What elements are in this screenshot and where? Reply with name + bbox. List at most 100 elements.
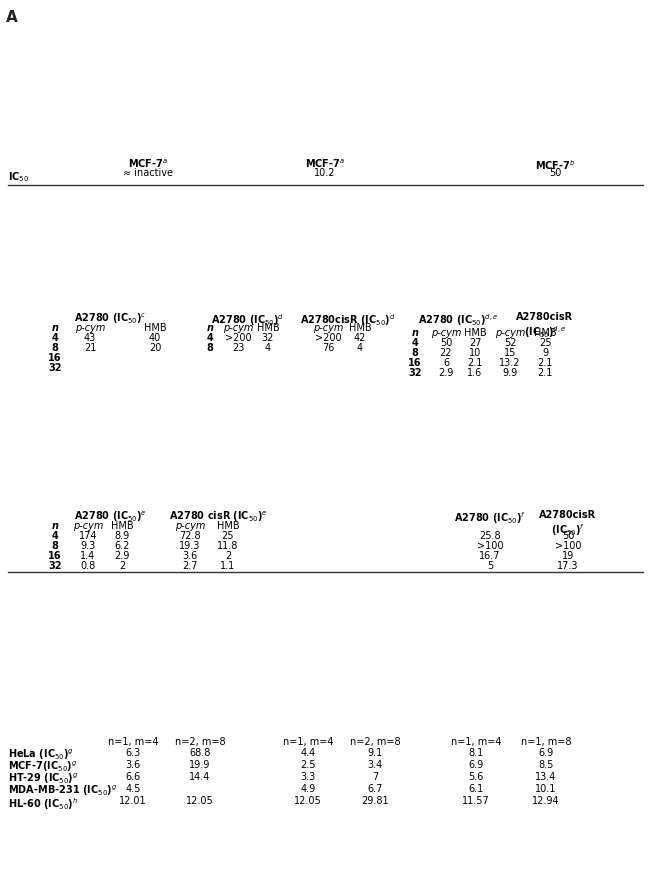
Text: HMB: HMB [144,323,166,333]
Text: p-cym: p-cym [495,328,525,338]
Text: 1.1: 1.1 [221,561,236,571]
Text: 6.7: 6.7 [367,784,383,794]
Text: IC$_{50}$: IC$_{50}$ [8,170,29,184]
Text: 50: 50 [562,531,574,541]
Text: 8: 8 [206,343,214,353]
Text: HMB: HMB [111,521,133,531]
Text: 7: 7 [372,772,378,782]
Text: 21: 21 [84,343,96,353]
Text: 3.4: 3.4 [367,760,383,770]
Text: n: n [51,323,59,333]
Text: MCF-7(IC$_{50}$)$^g$: MCF-7(IC$_{50}$)$^g$ [8,760,77,774]
Text: 9.3: 9.3 [80,541,96,551]
Text: n: n [51,521,59,531]
Text: 16: 16 [48,551,62,561]
Text: >100: >100 [477,541,503,551]
Text: 40: 40 [149,333,161,343]
Text: 2.5: 2.5 [300,760,316,770]
Text: 6.1: 6.1 [468,784,484,794]
Text: n=1, m=4: n=1, m=4 [283,737,333,747]
Text: 50: 50 [440,338,452,348]
Text: 2.1: 2.1 [537,358,553,368]
Text: 6.9: 6.9 [538,748,553,758]
Text: 4: 4 [51,531,59,541]
Text: n=2, m=8: n=2, m=8 [174,737,225,747]
Text: 8.1: 8.1 [468,748,484,758]
Text: A2780 (IC$_{50}$)$^d$: A2780 (IC$_{50}$)$^d$ [212,312,284,328]
Text: 32: 32 [408,368,422,378]
Text: n=1, m=8: n=1, m=8 [521,737,571,747]
Text: 68.8: 68.8 [189,748,211,758]
Text: 10: 10 [469,348,481,358]
Text: 2.1: 2.1 [467,358,482,368]
Text: >100: >100 [555,541,581,551]
Text: 4: 4 [265,343,271,353]
Text: 4.9: 4.9 [300,784,316,794]
Text: 5.6: 5.6 [468,772,484,782]
Text: 12.94: 12.94 [532,796,560,806]
Text: 11.8: 11.8 [217,541,239,551]
Text: 22: 22 [439,348,452,358]
Text: 8: 8 [51,343,59,353]
Text: HeLa (IC$_{50}$)$^g$: HeLa (IC$_{50}$)$^g$ [8,748,74,762]
Text: 9.1: 9.1 [367,748,383,758]
Text: n: n [411,328,419,338]
Text: 25.8: 25.8 [479,531,501,541]
Text: p-cym: p-cym [313,323,343,333]
Text: 17.3: 17.3 [557,561,579,571]
Text: 2.1: 2.1 [537,368,553,378]
Text: 1.6: 1.6 [467,368,482,378]
Text: 16: 16 [48,353,62,363]
Text: >200: >200 [314,333,341,343]
Text: 6.2: 6.2 [115,541,130,551]
Text: 13.4: 13.4 [535,772,557,782]
Text: 16.7: 16.7 [479,551,501,561]
Text: 6.3: 6.3 [126,748,141,758]
Text: 27: 27 [469,338,481,348]
Text: MDA-MB-231 (IC$_{50}$)$^g$: MDA-MB-231 (IC$_{50}$)$^g$ [8,784,117,799]
Text: 72.8: 72.8 [179,531,201,541]
Text: 13.2: 13.2 [499,358,521,368]
Text: 2.7: 2.7 [182,561,198,571]
Text: 16: 16 [408,358,422,368]
Text: 2: 2 [119,561,125,571]
Text: 14.4: 14.4 [189,772,211,782]
Text: 3.6: 3.6 [182,551,198,561]
Text: 12.01: 12.01 [119,796,147,806]
Text: 10.2: 10.2 [314,168,336,178]
Text: MCF-7$^{a}$: MCF-7$^{a}$ [305,158,345,170]
Text: 29.81: 29.81 [361,796,389,806]
Text: n: n [206,323,214,333]
Text: 20: 20 [149,343,161,353]
Text: 23: 23 [232,343,244,353]
Text: A2780cisR
(IC$_{50}$)$^f$: A2780cisR (IC$_{50}$)$^f$ [540,510,596,538]
Text: n=1, m=4: n=1, m=4 [108,737,158,747]
Text: 2.9: 2.9 [115,551,130,561]
Text: 15: 15 [504,348,516,358]
Text: 2: 2 [225,551,231,561]
Text: 19: 19 [562,551,574,561]
Text: ≈ inactive: ≈ inactive [123,168,173,178]
Text: 32: 32 [262,333,274,343]
Text: p-cym: p-cym [431,328,461,338]
Text: 9: 9 [542,348,548,358]
Text: 19.3: 19.3 [179,541,201,551]
Text: >200: >200 [225,333,251,343]
Text: 25: 25 [539,338,551,348]
Text: 52: 52 [504,338,516,348]
Text: 42: 42 [353,333,366,343]
Text: A2780cisR
(IC$_{50}$)$^{d,e}$: A2780cisR (IC$_{50}$)$^{d,e}$ [516,312,574,340]
Text: 4: 4 [411,338,419,348]
Text: 8: 8 [51,541,59,551]
Text: 8.5: 8.5 [538,760,554,770]
Text: 8.9: 8.9 [115,531,130,541]
Text: n=1, m=4: n=1, m=4 [450,737,501,747]
Text: 12.05: 12.05 [186,796,214,806]
Text: 2.9: 2.9 [438,368,454,378]
Text: 43: 43 [84,333,96,343]
Text: A2780 (IC$_{50}$)$^f$: A2780 (IC$_{50}$)$^f$ [454,510,526,526]
Text: HL-60 (IC$_{50}$)$^h$: HL-60 (IC$_{50}$)$^h$ [8,796,78,812]
Text: A2780 (IC$_{50}$)$^c$: A2780 (IC$_{50}$)$^c$ [74,312,146,326]
Text: 6.9: 6.9 [468,760,484,770]
Text: 174: 174 [79,531,97,541]
